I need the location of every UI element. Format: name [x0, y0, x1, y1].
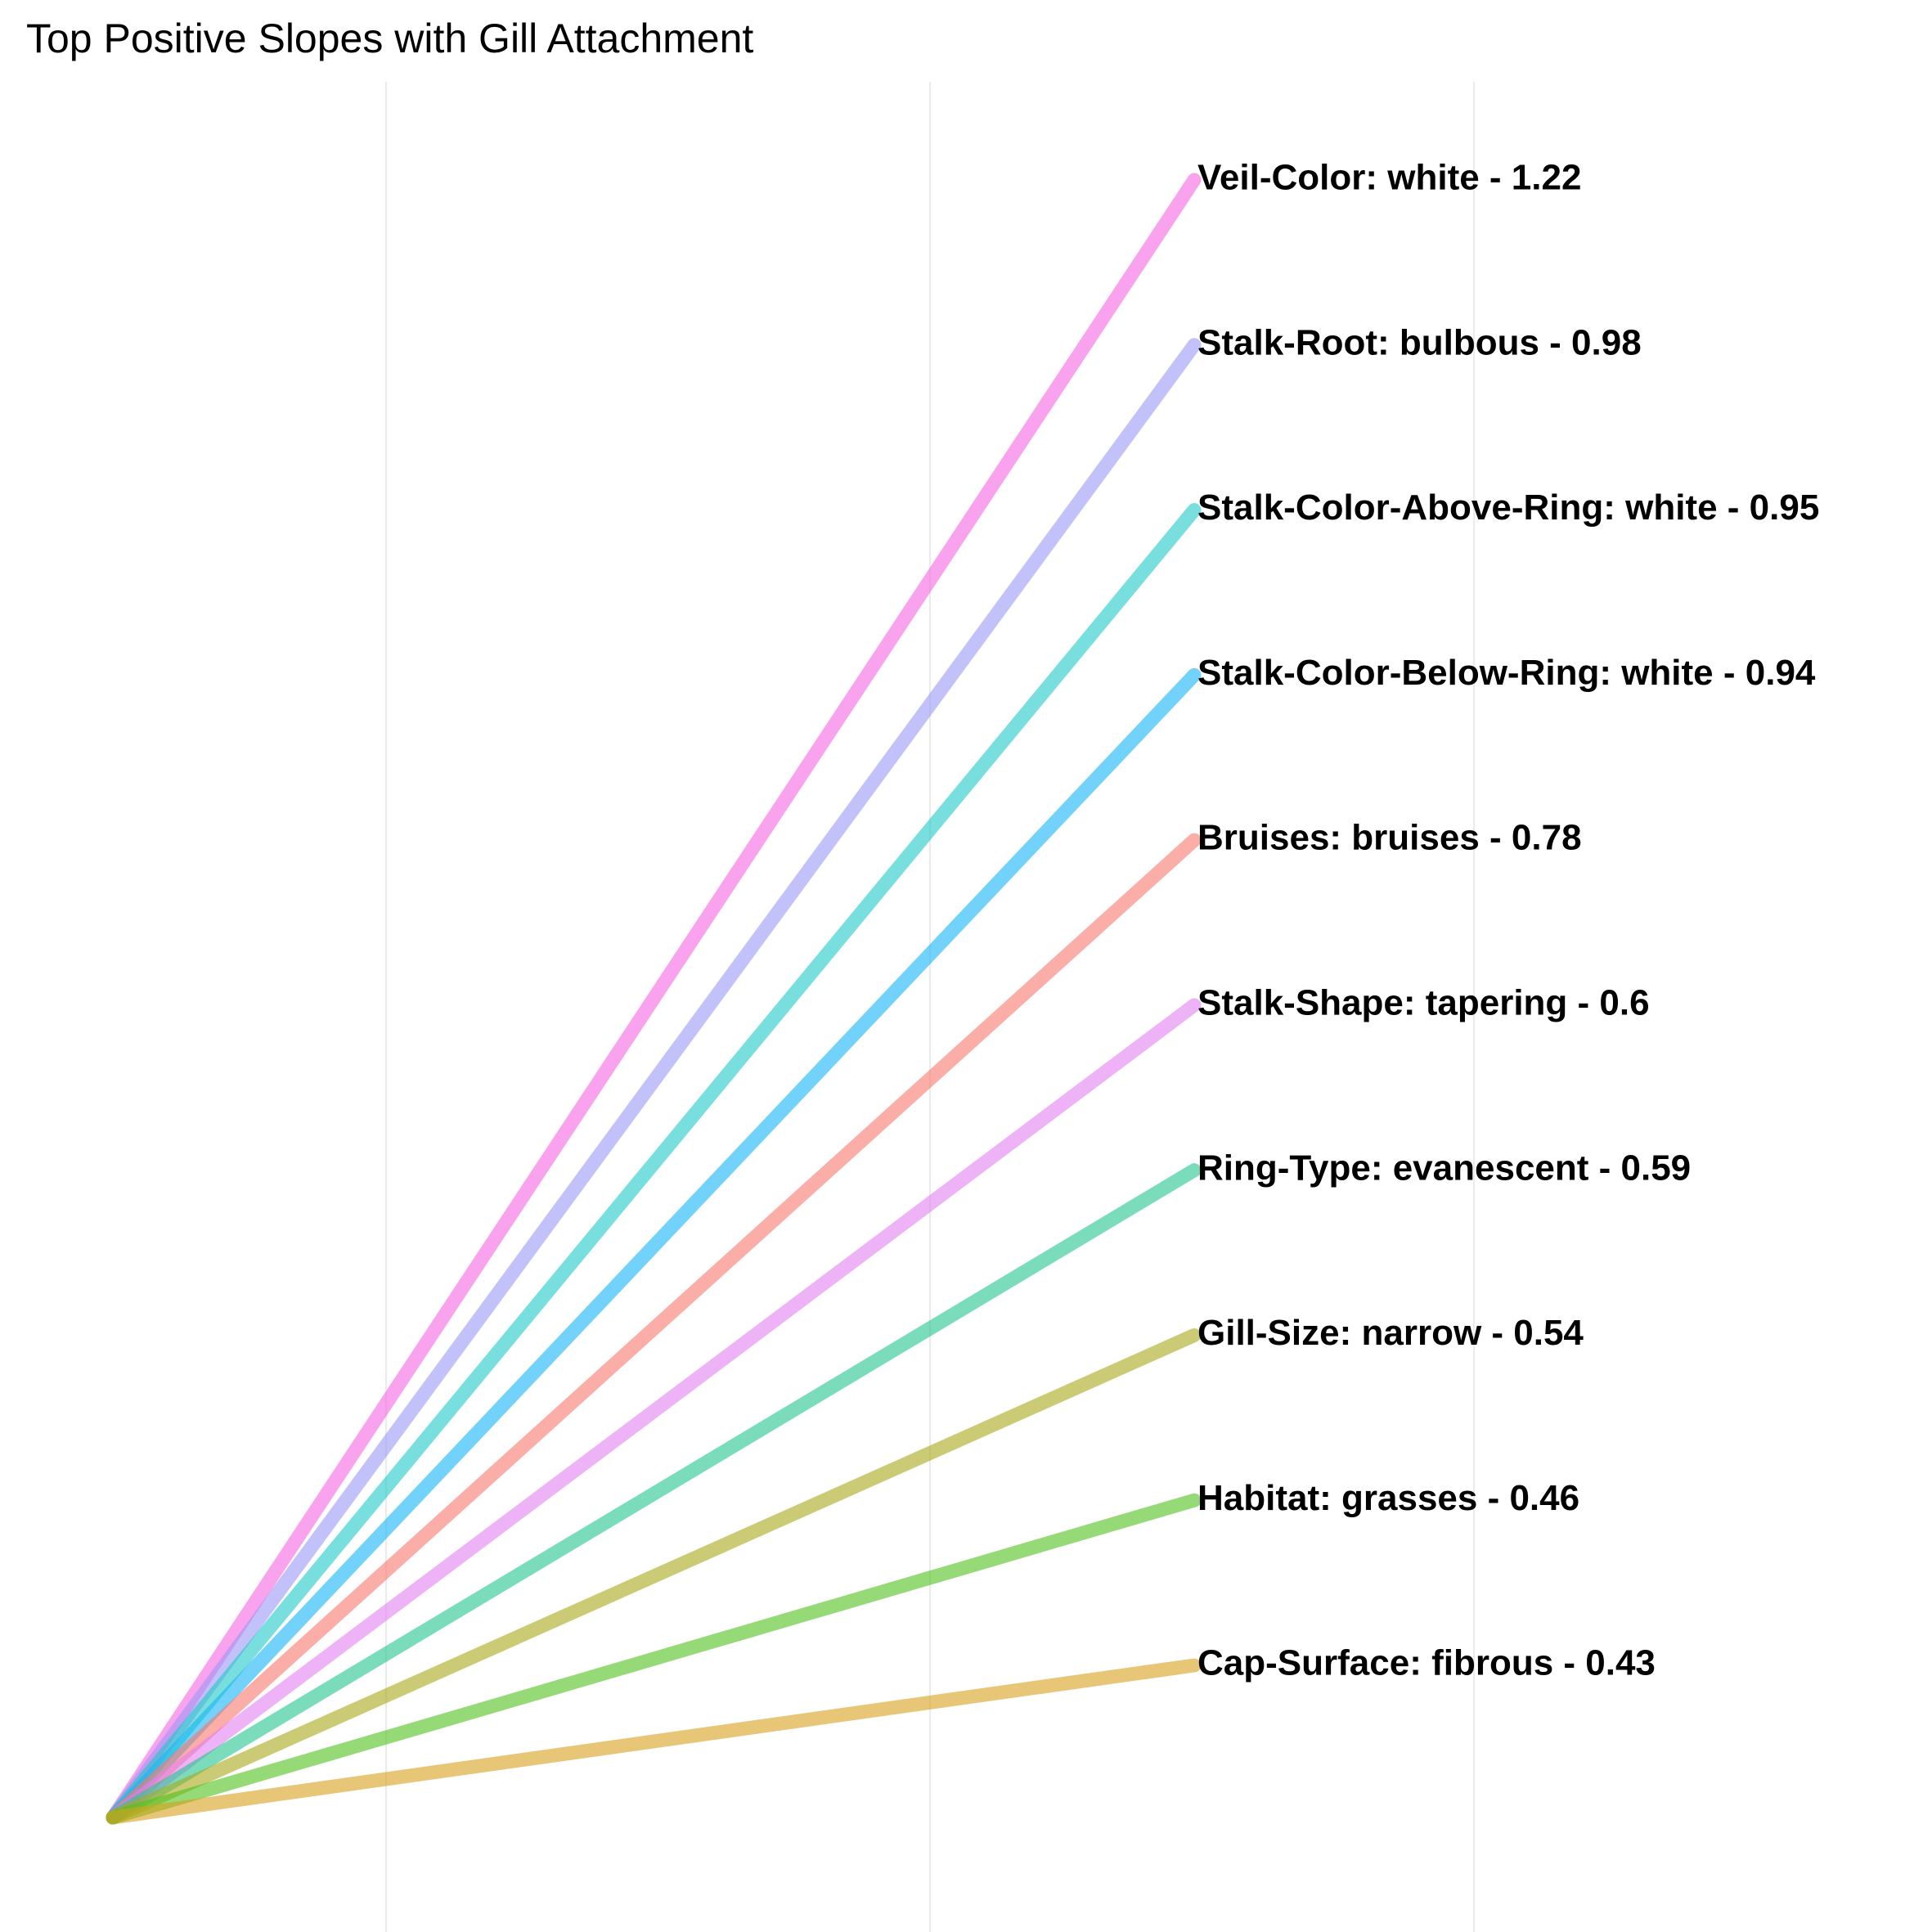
slope-label-9: Habitat: grasses - 0.46: [1197, 1478, 1579, 1518]
slope-label-1: Veil-Color: white - 1.22: [1197, 158, 1581, 198]
chart-title: Top Positive Slopes with Gill Attachment: [26, 16, 754, 61]
slope-line-5: [106, 833, 1202, 1825]
slope-labels: Veil-Color: white - 1.22 Stalk-Root: bulb…: [1197, 158, 1819, 1683]
slope-label-5: Bruises: bruises - 0.78: [1197, 818, 1582, 858]
slope-lines: [106, 173, 1202, 1825]
grid: [384, 82, 1476, 1932]
slope-label-10: Cap-Surface: fibrous - 0.43: [1197, 1643, 1656, 1683]
slope-line-8: [106, 1328, 1202, 1825]
slope-line-2: [106, 338, 1202, 1825]
slope-line-1: [106, 173, 1202, 1825]
slope-line-4: [106, 667, 1202, 1825]
slope-label-7: Ring-Type: evanescent - 0.59: [1197, 1148, 1691, 1188]
slope-line-3: [106, 503, 1202, 1825]
slope-line-6: [106, 998, 1202, 1825]
slope-line-9: [106, 1493, 1202, 1825]
slope-line-10: [106, 1658, 1202, 1825]
slope-label-2: Stalk-Root: bulbous - 0.98: [1197, 322, 1642, 362]
slope-label-4: Stalk-Color-Below-Ring: white - 0.94: [1197, 653, 1816, 693]
slope-line-7: [106, 1163, 1202, 1825]
slope-label-8: Gill-Size: narrow - 0.54: [1197, 1313, 1584, 1353]
slope-label-3: Stalk-Color-Above-Ring: white - 0.95: [1197, 487, 1819, 528]
slope-label-6: Stalk-Shape: tapering - 0.6: [1197, 983, 1650, 1023]
